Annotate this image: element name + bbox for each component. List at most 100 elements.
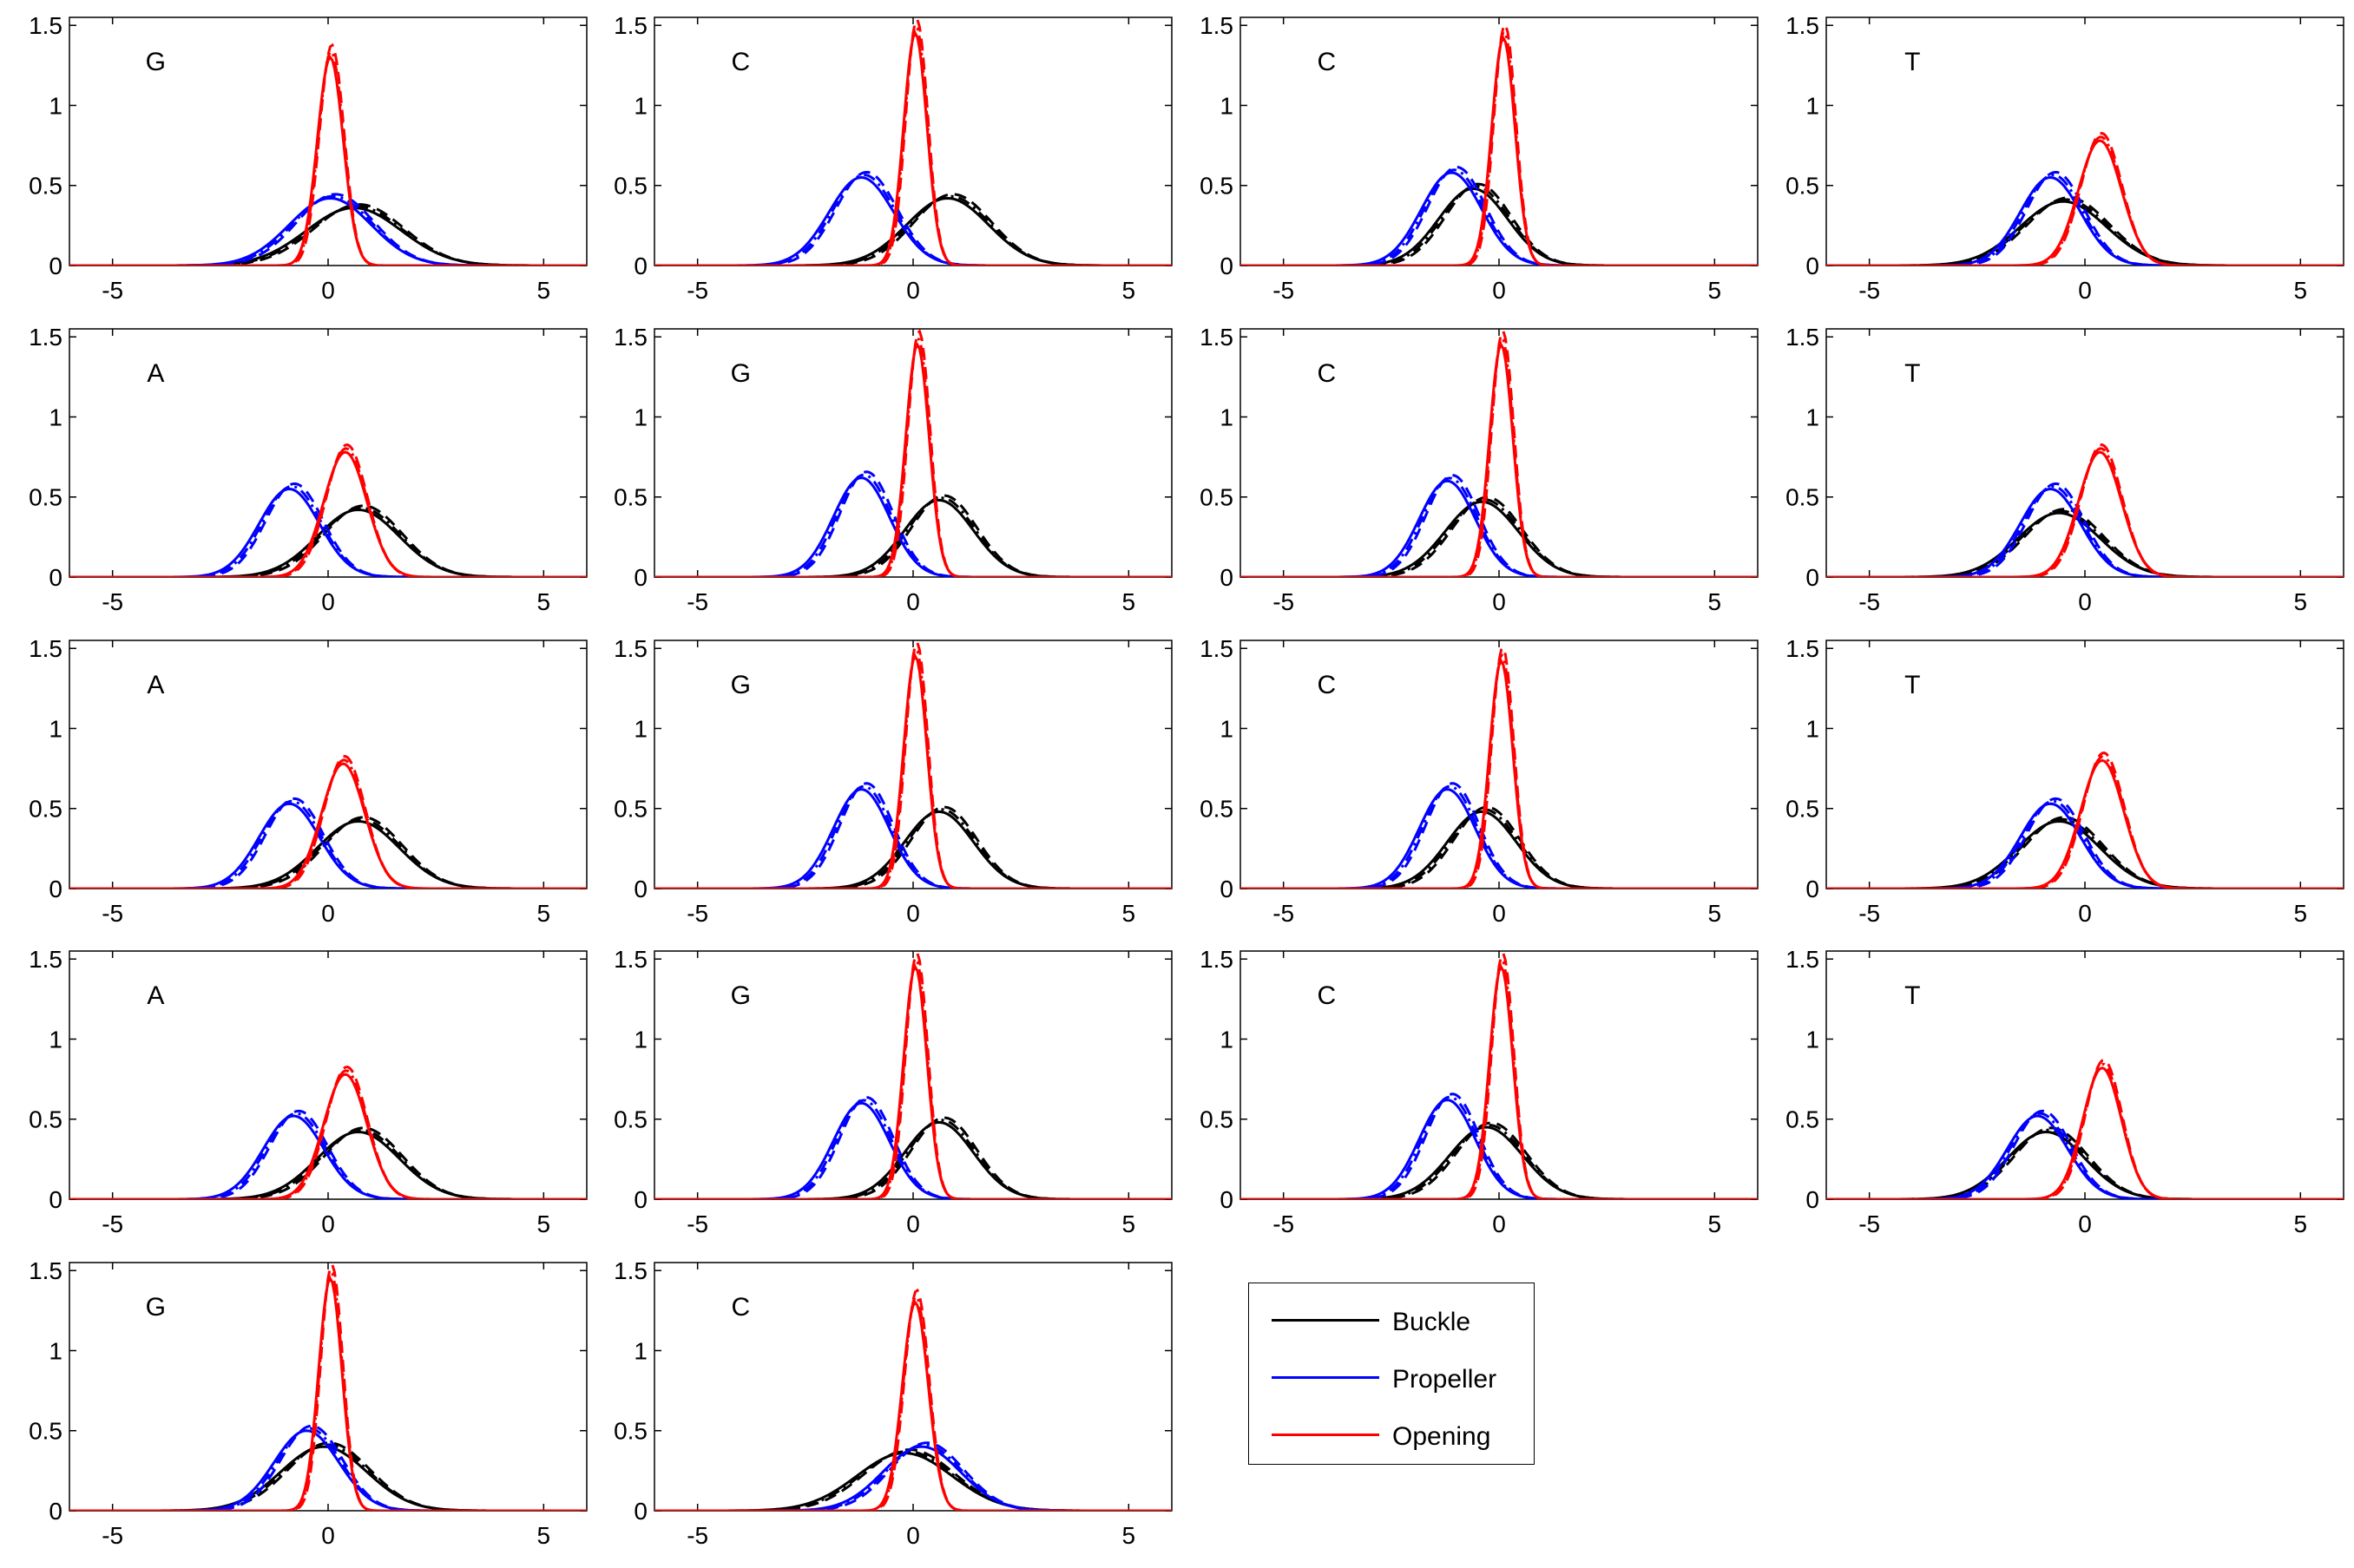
y-tick-label: 0 <box>49 253 62 279</box>
panel-13: 0 0.5 1 1.5 -5 0 5 A <box>29 946 588 1237</box>
x-tick-label: 5 <box>1122 1210 1136 1237</box>
x-tick-label: 0 <box>321 900 335 927</box>
panel-curves <box>1826 443 2344 577</box>
panel-18: 0 0.5 1 1.5 -5 0 5 C <box>614 1257 1173 1549</box>
x-tick-label: 5 <box>2294 277 2308 304</box>
panel-curves <box>1240 329 1758 577</box>
y-tick-label: 0.5 <box>614 484 648 511</box>
propeller-curve-dash-dot <box>69 1427 587 1511</box>
panel-curves <box>1826 131 2344 266</box>
x-tick-label: 0 <box>2078 900 2092 927</box>
opening-curve-dash-dot <box>1826 447 2344 577</box>
legend: Buckle Propeller Opening <box>1248 1283 1535 1465</box>
y-tick-label: 1.5 <box>29 1257 62 1284</box>
buckle-curve-dashed <box>1240 805 1758 889</box>
y-tick-label: 1.5 <box>29 324 62 351</box>
y-tick-label: 1 <box>1220 92 1233 119</box>
buckle-curve-dashed <box>654 1448 1172 1511</box>
panel-curves <box>654 329 1172 577</box>
y-tick-label: 0 <box>1805 1186 1819 1213</box>
y-tick-label: 1 <box>634 715 648 742</box>
propeller-curve-solid <box>654 1101 1172 1199</box>
buckle-curve-dashed <box>654 494 1172 577</box>
x-tick-label: 0 <box>1492 588 1506 615</box>
x-tick-label: 0 <box>2078 1210 2092 1237</box>
x-tick-label: -5 <box>102 1210 123 1237</box>
panel-label: C <box>1317 981 1336 1010</box>
y-tick-label: 0 <box>634 564 648 591</box>
propeller-curve-dashed <box>1240 166 1758 266</box>
legend-label-opening: Opening <box>1392 1422 1491 1451</box>
opening-curve-dashed <box>1826 131 2344 266</box>
opening-curve-dash-dot <box>1240 958 1758 1199</box>
panel-curves <box>69 754 587 889</box>
x-tick-label: -5 <box>1858 588 1880 615</box>
buckle-curve-solid <box>654 498 1172 577</box>
propeller-curve-dash-dot <box>1240 1095 1758 1199</box>
legend-label-buckle: Buckle <box>1392 1308 1471 1336</box>
buckle-curve-solid <box>654 1120 1172 1199</box>
propeller-curve-dash-dot <box>1826 799 2344 889</box>
y-tick-label: 1.5 <box>614 12 648 39</box>
buckle-curve-dashed <box>69 1441 587 1511</box>
x-tick-label: 0 <box>1492 277 1506 304</box>
y-tick-label: 0 <box>1220 253 1233 279</box>
buckle-curve-dashed <box>1826 816 2344 889</box>
buckle-curve-dash-dot <box>69 817 587 889</box>
panel-11: 0 0.5 1 1.5 -5 0 5 C <box>1200 635 1759 927</box>
propeller-curve-dash-dot <box>654 473 1172 577</box>
panel-curves <box>1240 22 1758 266</box>
legend-entry-opening: Opening <box>1249 1419 1534 1453</box>
y-tick-label: 1 <box>49 403 62 430</box>
y-tick-label: 0.5 <box>1200 1106 1233 1133</box>
buckle-curve-solid <box>1240 500 1758 577</box>
x-tick-label: -5 <box>687 588 708 615</box>
opening-curve-dashed <box>1240 22 1758 266</box>
x-tick-label: -5 <box>102 277 123 304</box>
y-tick-label: 1 <box>1220 715 1233 742</box>
propeller-curve-solid <box>69 1114 587 1199</box>
x-tick-label: -5 <box>102 588 123 615</box>
opening-curve-dash-dot <box>654 336 1172 577</box>
panel-15: 0 0.5 1 1.5 -5 0 5 C <box>1200 946 1759 1237</box>
propeller-curve-dashed <box>654 470 1172 577</box>
panel-7: 0 0.5 1 1.5 -5 0 5 C <box>1200 324 1759 615</box>
y-tick-label: 0 <box>49 1498 62 1525</box>
y-tick-label: 0 <box>1805 876 1819 902</box>
y-tick-label: 0 <box>1805 253 1819 279</box>
x-tick-label: 0 <box>906 588 920 615</box>
y-tick-label: 1.5 <box>29 635 62 662</box>
y-tick-label: 0.5 <box>1785 484 1819 511</box>
panel-curves <box>1826 1059 2344 1199</box>
x-tick-label: 5 <box>1708 1210 1722 1237</box>
y-tick-label: 0 <box>49 564 62 591</box>
propeller-curve-solid <box>654 788 1172 889</box>
y-tick-label: 1 <box>1805 92 1819 119</box>
propeller-curve-dash-dot <box>1240 784 1758 889</box>
opening-curve-dashed <box>69 754 587 889</box>
y-tick-label: 1 <box>49 715 62 742</box>
panel-label: C <box>1317 48 1336 76</box>
propeller-curve-solid <box>69 488 587 577</box>
y-tick-label: 1.5 <box>1200 324 1233 351</box>
opening-curve-dash-dot <box>69 758 587 889</box>
opening-curve-dash-dot <box>654 24 1172 266</box>
y-tick-label: 1 <box>49 1337 62 1364</box>
opening-curve-dashed <box>654 1288 1172 1511</box>
x-tick-label: 0 <box>906 1522 920 1549</box>
panel-8: 0 0.5 1 1.5 -5 0 5 T <box>1785 324 2344 615</box>
y-tick-label: 0.5 <box>1200 796 1233 823</box>
y-tick-label: 1.5 <box>1785 946 1819 973</box>
legend-entry-buckle: Buckle <box>1249 1304 1534 1339</box>
y-tick-label: 1.5 <box>1785 324 1819 351</box>
panel-label: C <box>731 1293 750 1322</box>
propeller-curve-solid <box>1240 171 1758 266</box>
propeller-curve-solid <box>69 1429 587 1511</box>
x-tick-label: 5 <box>1708 277 1722 304</box>
panel-3: 0 0.5 1 1.5 -5 0 5 C <box>1200 12 1759 304</box>
x-tick-label: 5 <box>1122 277 1136 304</box>
opening-curve-solid <box>1826 450 2344 577</box>
opening-curve-solid <box>69 55 587 266</box>
panel-14: 0 0.5 1 1.5 -5 0 5 G <box>614 946 1173 1237</box>
x-tick-label: 0 <box>1492 900 1506 927</box>
